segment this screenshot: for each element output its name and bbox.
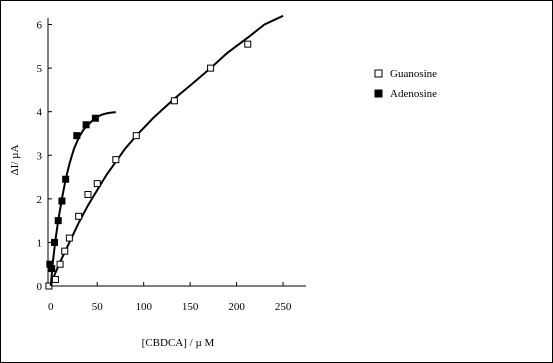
y-tick-label: 3 [37, 150, 43, 162]
legend-label-guanosine: Guanosine [390, 68, 437, 80]
guanosine-point [75, 212, 83, 220]
x-tick-label: 150 [182, 301, 199, 313]
y-axis-title: ΔI/ µA [9, 145, 21, 176]
x-axis-title: [CBDCA] / µ M [142, 337, 215, 349]
adenosine-point [91, 114, 99, 122]
adenosine-point [51, 238, 59, 246]
guanosine-point [112, 156, 120, 164]
adenosine-point [48, 265, 56, 273]
y-tick-label: 1 [37, 237, 43, 249]
legend-marker-adenosine [374, 89, 383, 98]
adenosine-point [82, 121, 90, 129]
guanosine-point [84, 190, 92, 198]
y-tick-label: 2 [37, 194, 43, 206]
guanosine-point [170, 97, 178, 105]
x-tick-label: 50 [92, 301, 104, 313]
legend-marker-guanosine [374, 69, 383, 78]
y-tick-label: 5 [37, 63, 43, 75]
guanosine-point [244, 40, 252, 48]
guanosine-point [61, 247, 69, 255]
x-tick-label: 250 [275, 301, 292, 313]
guanosine-point [45, 282, 53, 290]
adenosine-point [62, 175, 70, 183]
adenosine-point [73, 132, 81, 140]
x-tick-label: 100 [135, 301, 152, 313]
y-tick-label: 4 [37, 107, 43, 119]
guanosine-point [207, 64, 215, 72]
y-tick-label: 6 [37, 20, 43, 32]
guanosine-point [93, 180, 101, 188]
x-tick-label: 200 [228, 301, 245, 313]
x-tick-label: 0 [48, 301, 54, 313]
guanosine-point [132, 132, 140, 140]
guanosine-point [56, 260, 64, 268]
guanosine-fit-curve [49, 14, 284, 287]
adenosine-point [54, 217, 62, 225]
legend-label-adenosine: Adenosine [390, 88, 437, 100]
y-tick-label: 0 [37, 281, 43, 293]
guanosine-point [51, 275, 59, 283]
adenosine-point [58, 197, 66, 205]
guanosine-point [65, 234, 73, 242]
